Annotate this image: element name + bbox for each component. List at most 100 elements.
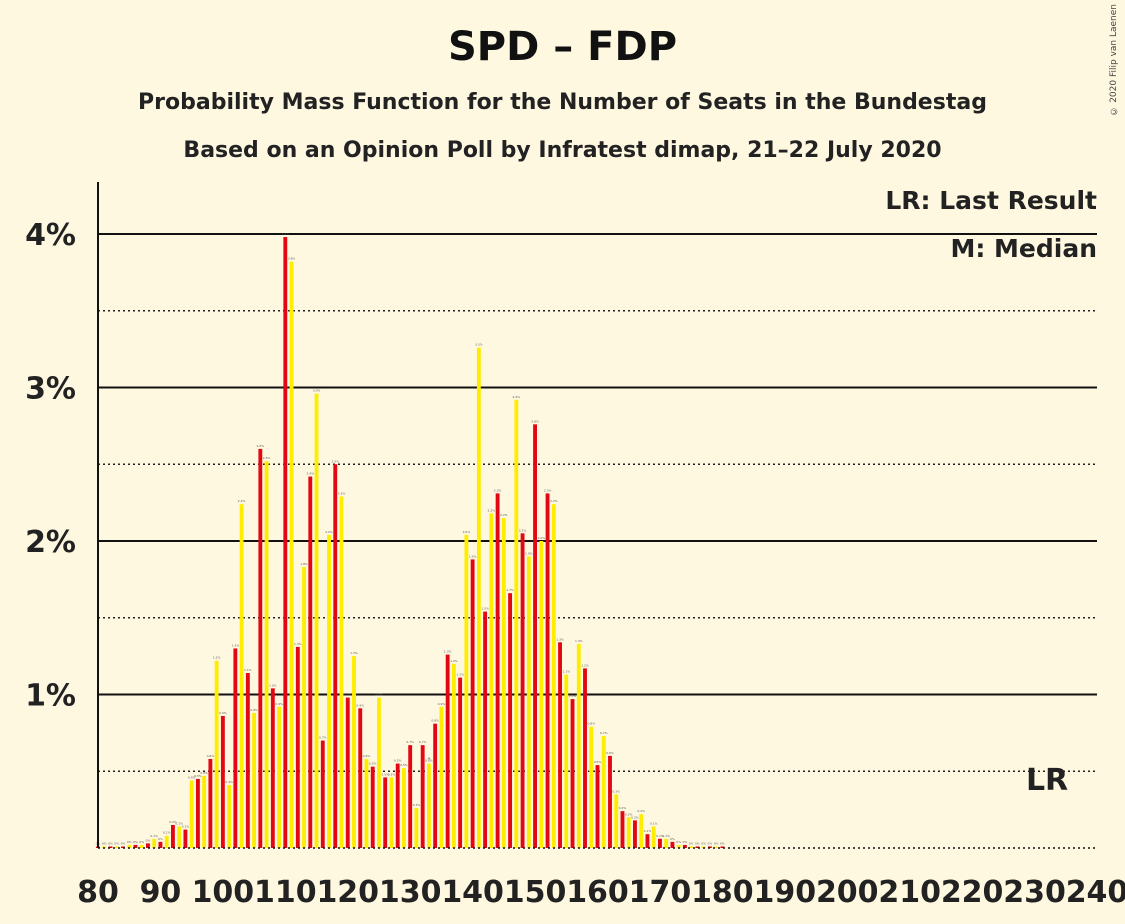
data-label-seat-174: 0% (683, 840, 688, 844)
axes (97, 182, 1097, 849)
x-tick-label: 170 (629, 875, 692, 910)
data-label-seat-103: 2.2% (238, 499, 246, 503)
bar-seat-96 (195, 778, 200, 848)
data-label-seat-128: 0.5% (394, 759, 402, 763)
data-label-seat-150: 2.8% (531, 419, 539, 423)
data-label-seat-167: 0.2% (637, 809, 645, 813)
data-label-seat-132: 0.7% (419, 740, 427, 744)
bars-group: 0%0%0%0%0%0%0%0%0%0.1%0%0.1%0.2%0.1%0.1%… (96, 232, 725, 848)
x-tick-label: 210 (878, 875, 941, 910)
data-label-seat-173: 0% (676, 840, 681, 844)
data-label-seat-99: 1.2% (213, 656, 221, 660)
x-tick-label: 130 (379, 875, 442, 910)
data-label-seat-143: 2.2% (488, 508, 496, 512)
legend-median: M: Median (950, 234, 1097, 263)
data-label-seat-139: 2.0% (463, 530, 471, 534)
data-label-seat-136: 1.3% (444, 650, 452, 654)
data-label-seat-111: 3.8% (288, 257, 296, 261)
data-label-seat-178: 0% (708, 841, 713, 845)
data-label-seat-123: 0.6% (363, 754, 371, 758)
bar-seat-174 (682, 844, 687, 848)
data-label-seat-98: 0.6% (207, 754, 215, 758)
data-label-seat-102: 1.3% (232, 643, 240, 647)
bar-seat-102 (233, 648, 238, 848)
data-label-seat-118: 2.5% (331, 459, 339, 463)
x-tick-label: 110 (254, 875, 317, 910)
bar-seat-131 (414, 808, 419, 848)
bar-seat-171 (664, 838, 669, 848)
data-label-seat-177: 0% (701, 841, 706, 845)
data-label-seat-133: 0.6% (425, 759, 433, 763)
x-tick-label: 100 (192, 875, 255, 910)
data-label-seat-110: 4.0% (282, 232, 290, 236)
data-label-seat-109: 0.9% (275, 702, 283, 706)
bar-seat-139 (464, 534, 469, 848)
bar-seat-176 (695, 846, 700, 848)
bar-seat-122 (358, 708, 363, 848)
bar-seat-120 (345, 697, 350, 848)
bar-seat-154 (558, 642, 562, 848)
data-label-seat-144: 2.3% (494, 488, 502, 492)
x-tick-label: 140 (441, 875, 504, 910)
bar-seat-175 (689, 846, 694, 848)
data-label-seat-170: 0.1% (656, 834, 664, 838)
bar-seat-85 (127, 844, 132, 848)
bar-seat-108 (270, 688, 275, 848)
data-label-seat-159: 0.8% (587, 722, 595, 726)
data-label-seat-104: 1.1% (244, 668, 252, 672)
data-label-seat-176: 0% (695, 841, 700, 845)
data-label-seat-97: 0.5% (200, 771, 208, 775)
bar-seat-111 (289, 261, 294, 848)
bar-seat-105 (252, 712, 257, 848)
data-label-seat-179: 0% (714, 841, 719, 845)
data-label-seat-91: 0.1% (163, 831, 171, 835)
bar-seat-164 (620, 811, 625, 848)
bar-seat-132 (420, 745, 425, 848)
bar-seat-125 (377, 697, 381, 848)
data-label-seat-172: 0% (670, 837, 675, 841)
data-label-seat-106: 2.6% (257, 444, 265, 448)
bar-seat-97 (202, 775, 207, 848)
x-tick-label: 240 (1066, 875, 1125, 910)
data-label-seat-171: 0.1% (662, 834, 670, 838)
bar-seat-128 (395, 763, 400, 848)
bar-seat-149 (526, 556, 531, 848)
data-label-seat-88: 0% (146, 838, 151, 842)
bar-seat-90 (158, 841, 163, 848)
data-label-seat-141: 3.3% (475, 343, 483, 347)
bar-seat-153 (551, 504, 556, 848)
gridlines (98, 233, 1097, 772)
bar-seat-100 (220, 715, 225, 848)
data-label-seat-137: 1.2% (450, 659, 458, 663)
data-label-seat-127: 0.5% (388, 772, 396, 776)
bar-seat-158 (583, 668, 587, 848)
x-tick-label: 190 (754, 875, 817, 910)
bar-seat-88 (146, 843, 150, 848)
bar-seat-152 (545, 493, 550, 848)
bar-seat-159 (589, 726, 594, 848)
bar-seat-161 (601, 735, 606, 848)
median-marker: M (428, 757, 431, 761)
bar-seat-169 (651, 826, 656, 848)
data-label-seat-125: 1.0% (375, 693, 383, 697)
bar-seat-135 (439, 706, 444, 848)
data-label-seat-94: 0.1% (182, 825, 190, 829)
data-label-seat-124: 0.5% (369, 762, 377, 766)
data-label-seat-158: 1.2% (581, 663, 589, 667)
x-tick-label: 90 (140, 875, 182, 910)
data-label-seat-153: 2.2% (550, 499, 558, 503)
data-label-seat-155: 1.1% (562, 670, 570, 674)
bar-seat-106 (258, 448, 263, 848)
data-label-seat-95: 0.4% (188, 775, 196, 779)
bar-seat-115 (314, 393, 319, 848)
bar-seat-151 (539, 541, 544, 848)
y-tick-label: 3% (25, 372, 76, 407)
bar-seat-165 (626, 817, 631, 848)
x-tick-label: 180 (691, 875, 754, 910)
data-label-seat-168: 0.1% (644, 829, 652, 833)
data-label-seat-87: 0% (139, 840, 144, 844)
bar-seat-134 (433, 723, 438, 848)
bar-seat-179 (714, 846, 719, 848)
bar-seat-140 (470, 559, 475, 848)
